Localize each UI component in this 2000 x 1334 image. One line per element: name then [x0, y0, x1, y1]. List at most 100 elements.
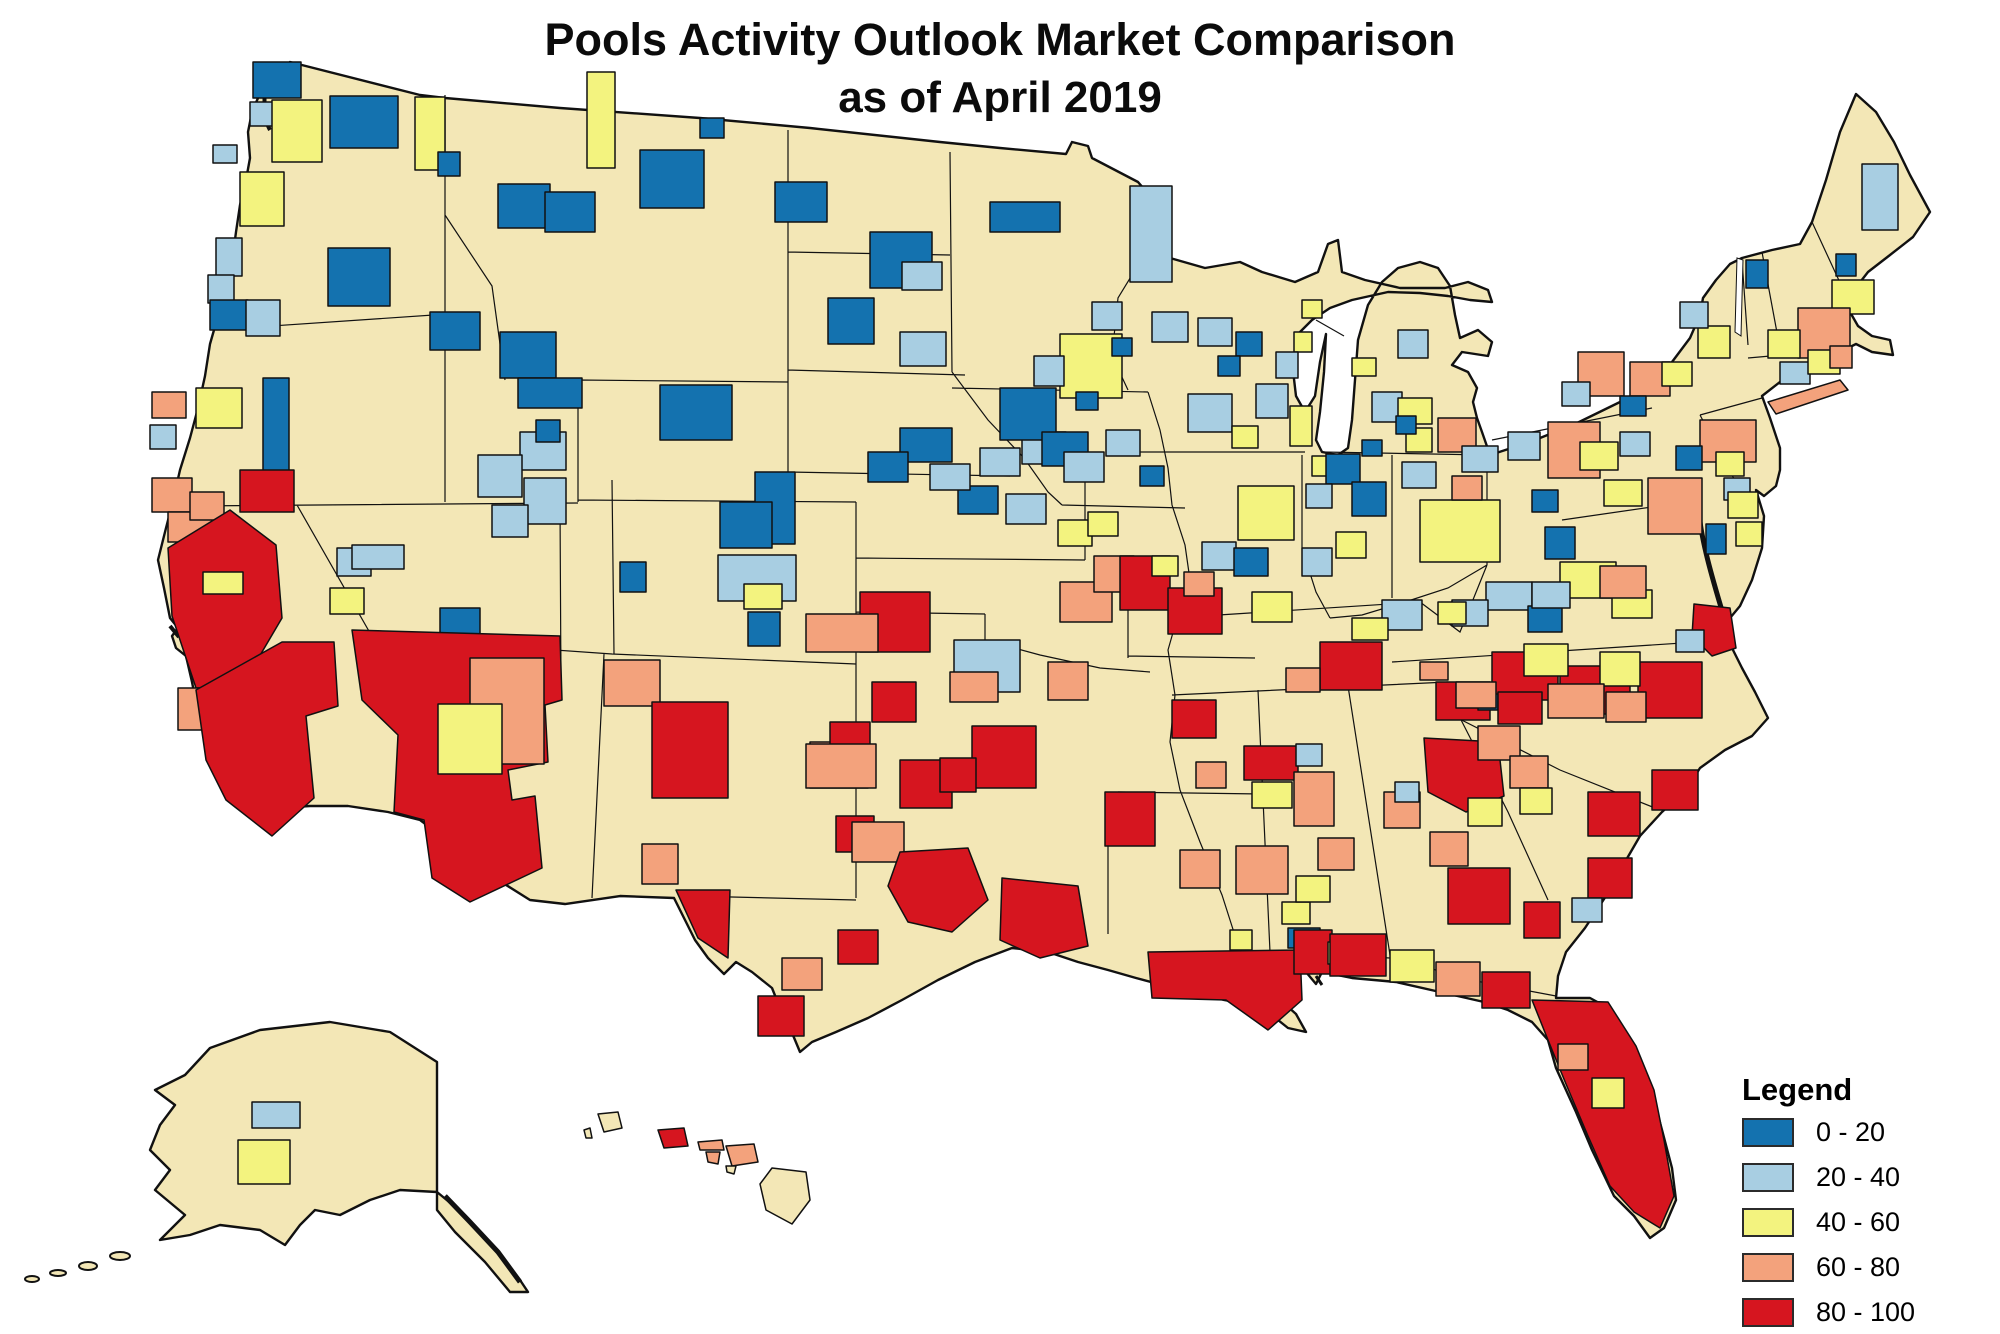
market-patch	[1147, 949, 1303, 1031]
market-patch	[597, 1111, 623, 1133]
market-patch	[1319, 641, 1383, 691]
market-patch	[517, 377, 583, 409]
market-patch	[252, 61, 302, 99]
market-patch	[1619, 395, 1647, 417]
market-patch	[1231, 425, 1259, 449]
market-patch	[657, 1127, 689, 1149]
market-patch	[167, 509, 283, 689]
market-patch	[725, 1165, 737, 1175]
market-patch	[583, 1127, 593, 1139]
market-patch	[195, 641, 339, 837]
market-patch	[871, 681, 917, 723]
market-patch	[1183, 571, 1215, 597]
market-patch	[1305, 483, 1333, 509]
legend-row-1: 20 - 40	[1742, 1162, 1992, 1192]
market-patch	[251, 1101, 301, 1129]
market-patch	[743, 583, 783, 610]
market-patch	[805, 613, 879, 653]
market-patch	[1675, 629, 1705, 653]
market-patch	[1091, 301, 1123, 331]
market-patch	[901, 261, 943, 291]
market-patch	[971, 725, 1037, 789]
market-patch	[1509, 755, 1549, 789]
market-patch	[1397, 329, 1429, 359]
market-patch	[1394, 781, 1420, 803]
market-patch	[759, 1167, 811, 1225]
market-patch	[1195, 761, 1227, 789]
market-patch	[603, 659, 661, 707]
market-patch	[1139, 465, 1165, 487]
market-patch	[329, 95, 399, 149]
market-patch	[1295, 875, 1331, 903]
market-patch	[207, 274, 235, 304]
market-patch	[1605, 691, 1647, 723]
market-patch	[1779, 361, 1811, 385]
legend-label: 0 - 20	[1816, 1117, 1886, 1147]
market-patch	[1235, 331, 1263, 357]
market-patch	[1075, 391, 1099, 411]
market-patch	[705, 1151, 721, 1165]
market-patch	[1237, 485, 1295, 541]
legend: Legend 0 - 20 20 - 40 40 - 60 60 - 80 80 - 1…	[1742, 1072, 1992, 1334]
legend-label: 80 - 100	[1816, 1297, 1916, 1327]
market-patch	[1351, 481, 1387, 517]
market-patch	[209, 299, 249, 331]
market-patch	[1104, 791, 1156, 847]
market-patch	[1361, 439, 1383, 457]
continental-us-outline	[156, 60, 1932, 1240]
market-patch	[699, 117, 725, 139]
market-patch	[1603, 479, 1643, 507]
market-patch	[837, 929, 879, 965]
lake-champlain	[1734, 257, 1744, 337]
market-patch	[497, 183, 551, 229]
market-patch	[887, 847, 989, 933]
market-patch	[979, 447, 1021, 477]
market-patch	[1151, 311, 1189, 343]
market-patch	[641, 843, 679, 885]
market-patch	[1329, 933, 1387, 977]
market-patch	[151, 391, 187, 419]
market-patch	[851, 821, 905, 863]
market-patch	[329, 587, 365, 615]
market-patch	[1179, 849, 1221, 889]
market-patch	[1129, 185, 1173, 283]
market-patch	[725, 1143, 759, 1167]
market-patch	[1281, 901, 1311, 925]
market-patch	[1395, 415, 1417, 435]
market-patch	[271, 99, 323, 163]
market-patch	[1531, 999, 1675, 1229]
market-patch	[477, 454, 523, 498]
market-patch	[1679, 301, 1709, 329]
market-patch	[1587, 857, 1633, 899]
market-patch	[1467, 797, 1503, 827]
legend-row-2: 40 - 60	[1742, 1207, 1992, 1237]
market-patch	[212, 144, 238, 164]
market-patch	[499, 331, 557, 379]
market-patch	[351, 544, 405, 570]
legend-label: 60 - 80	[1816, 1252, 1901, 1282]
market-patch	[245, 299, 281, 337]
market-patches	[149, 61, 1899, 1229]
market-patch	[1571, 897, 1603, 923]
market-patch	[1419, 499, 1501, 563]
market-patch	[1599, 565, 1647, 599]
market-patch	[1033, 355, 1065, 387]
market-patch	[1389, 949, 1435, 983]
market-patch	[1235, 845, 1289, 895]
market-patch	[1477, 725, 1521, 761]
market-patch	[1455, 681, 1497, 709]
market-patch	[1419, 661, 1449, 681]
market-patch	[757, 995, 805, 1037]
market-patch	[1647, 477, 1703, 535]
alaska-outline	[148, 1020, 530, 1294]
legend-swatch-icon	[1742, 1253, 1794, 1282]
market-patch	[1727, 491, 1759, 519]
market-patch	[1285, 667, 1321, 693]
market-patch	[1485, 581, 1533, 611]
market-patch	[215, 237, 243, 277]
market-patch	[1619, 431, 1651, 457]
market-patch	[1217, 355, 1241, 377]
market-patch	[437, 151, 461, 177]
